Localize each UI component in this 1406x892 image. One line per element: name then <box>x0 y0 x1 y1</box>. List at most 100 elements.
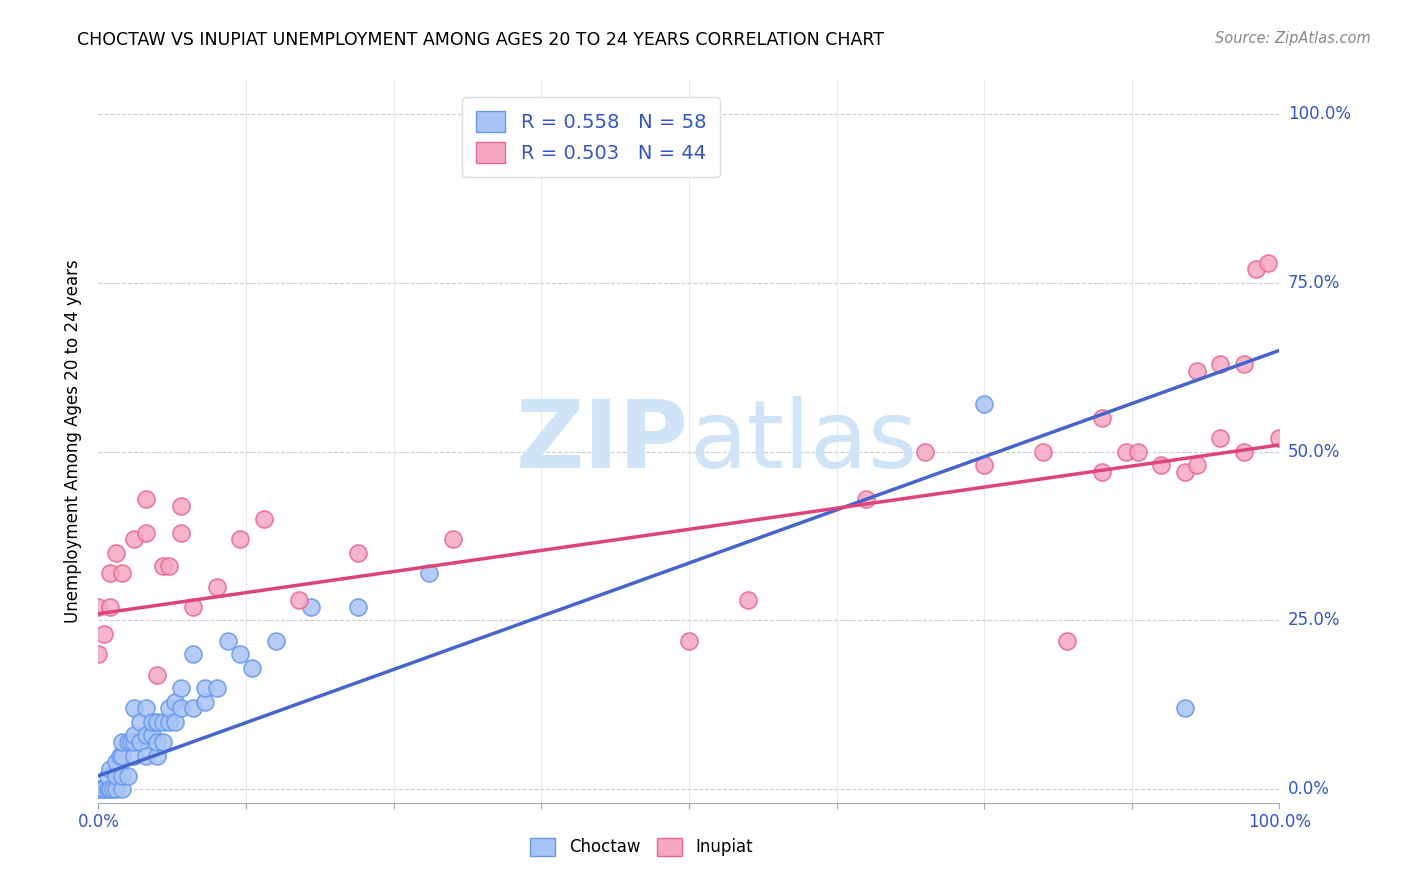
Point <box>93 627 115 641</box>
Point <box>87 782 110 797</box>
Point <box>678 633 700 648</box>
Point <box>121 735 143 749</box>
Text: 50.0%: 50.0% <box>1288 442 1340 460</box>
Point <box>111 748 134 763</box>
Point <box>855 491 877 506</box>
Point <box>441 533 464 547</box>
Legend: Choctaw, Inupiat: Choctaw, Inupiat <box>524 831 759 863</box>
Point <box>152 559 174 574</box>
Point <box>122 728 145 742</box>
Point <box>111 782 134 797</box>
Point <box>253 512 276 526</box>
Point <box>146 667 169 681</box>
Point <box>141 714 163 729</box>
Point <box>105 782 128 797</box>
Text: Source: ZipAtlas.com: Source: ZipAtlas.com <box>1215 31 1371 46</box>
Point <box>914 444 936 458</box>
Point <box>98 566 121 581</box>
Point <box>108 748 131 763</box>
Point <box>1185 458 1208 472</box>
Point <box>165 714 187 729</box>
Point <box>170 681 193 695</box>
Point <box>117 769 139 783</box>
Point <box>135 728 157 742</box>
Point <box>170 499 193 513</box>
Point <box>87 782 110 797</box>
Point <box>347 599 370 614</box>
Point <box>98 762 121 776</box>
Point <box>181 701 204 715</box>
Point <box>111 769 134 783</box>
Point <box>122 735 145 749</box>
Point <box>152 735 174 749</box>
Point <box>122 748 145 763</box>
Point <box>973 397 995 411</box>
Text: CHOCTAW VS INUPIAT UNEMPLOYMENT AMONG AGES 20 TO 24 YEARS CORRELATION CHART: CHOCTAW VS INUPIAT UNEMPLOYMENT AMONG AG… <box>77 31 884 49</box>
Point <box>288 593 311 607</box>
Point <box>105 756 128 770</box>
Point <box>347 546 370 560</box>
Point <box>157 714 180 729</box>
Text: 0.0%: 0.0% <box>1288 780 1330 798</box>
Point <box>264 633 287 648</box>
Point <box>146 735 169 749</box>
Point <box>165 694 187 708</box>
Point <box>98 782 121 797</box>
Point <box>101 782 124 797</box>
Point <box>217 633 239 648</box>
Text: 100.0%: 100.0% <box>1288 105 1351 123</box>
Point <box>87 599 110 614</box>
Point <box>135 748 157 763</box>
Point <box>1126 444 1149 458</box>
Point <box>87 782 110 797</box>
Point <box>146 714 169 729</box>
Point <box>181 647 204 661</box>
Point <box>1174 465 1197 479</box>
Y-axis label: Unemployment Among Ages 20 to 24 years: Unemployment Among Ages 20 to 24 years <box>65 260 83 624</box>
Point <box>111 735 134 749</box>
Point <box>87 782 110 797</box>
Point <box>170 701 193 715</box>
Point <box>1257 255 1279 269</box>
Point <box>157 701 180 715</box>
Point <box>1091 411 1114 425</box>
Point <box>105 546 128 560</box>
Point <box>1209 431 1232 445</box>
Point <box>97 769 120 783</box>
Point <box>1268 431 1291 445</box>
Point <box>205 580 228 594</box>
Point <box>152 714 174 729</box>
Point <box>181 599 204 614</box>
Point <box>1174 701 1197 715</box>
Text: 75.0%: 75.0% <box>1288 274 1340 292</box>
Point <box>194 681 217 695</box>
Point <box>135 491 157 506</box>
Point <box>128 735 150 749</box>
Point <box>1233 444 1256 458</box>
Point <box>1150 458 1173 472</box>
Point <box>117 735 139 749</box>
Text: 25.0%: 25.0% <box>1288 612 1340 630</box>
Point <box>98 599 121 614</box>
Point <box>1233 357 1256 371</box>
Point <box>93 782 115 797</box>
Point <box>1244 262 1267 277</box>
Point <box>1115 444 1137 458</box>
Point <box>141 728 163 742</box>
Point <box>1091 465 1114 479</box>
Point <box>1209 357 1232 371</box>
Point <box>1185 364 1208 378</box>
Point <box>97 782 120 797</box>
Point <box>240 661 263 675</box>
Point <box>135 701 157 715</box>
Point <box>122 533 145 547</box>
Text: atlas: atlas <box>689 395 917 488</box>
Point <box>418 566 440 581</box>
Point <box>194 694 217 708</box>
Point <box>105 769 128 783</box>
Point <box>93 782 115 797</box>
Point <box>111 566 134 581</box>
Point <box>146 748 169 763</box>
Point <box>973 458 995 472</box>
Point <box>157 559 180 574</box>
